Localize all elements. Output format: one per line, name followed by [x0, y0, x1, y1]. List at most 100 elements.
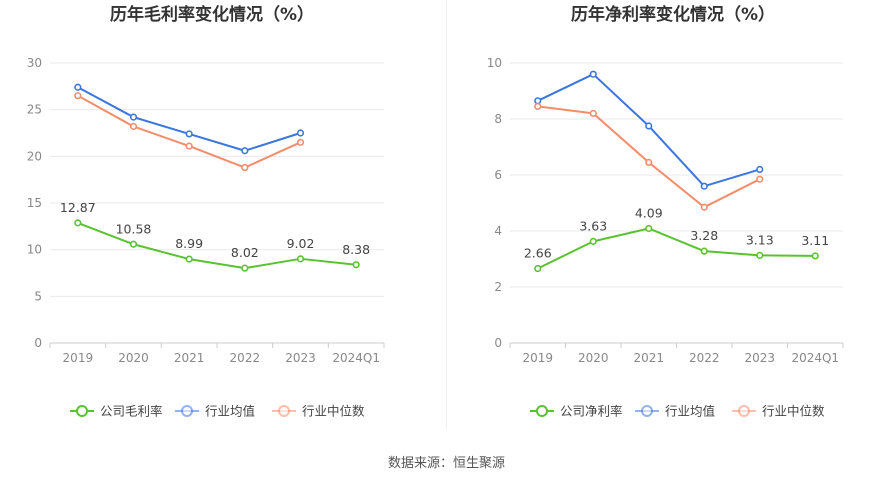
y-tick-label: 8 — [494, 112, 502, 126]
x-tick-label: 2023 — [744, 351, 775, 365]
x-tick-label: 2022 — [689, 351, 720, 365]
legend-item-avg[interactable]: 行业均值 — [635, 404, 715, 419]
data-point-avg[interactable] — [185, 130, 193, 138]
y-tick-label: 30 — [27, 56, 42, 70]
data-point-median[interactable] — [185, 142, 193, 150]
data-point-avg[interactable] — [700, 182, 708, 190]
data-point-avg[interactable] — [296, 129, 305, 137]
data-point-company[interactable] — [589, 237, 597, 245]
net-margin-chart-panel: 历年净利率变化情况（%） 0 2 4 6 8 10 2019 2020 2021 2022 2023 2… — [447, 0, 893, 440]
data-label: 4.09 — [635, 205, 663, 220]
data-source-caption: 数据来源：恒生聚源 — [387, 456, 505, 471]
data-point-avg[interactable] — [589, 70, 597, 78]
data-point-median[interactable] — [74, 92, 82, 100]
legend-item-avg[interactable]: 行业均值 — [175, 404, 255, 419]
y-tick-label: 0 — [34, 336, 42, 350]
data-point-avg[interactable] — [534, 97, 542, 105]
y-tick-label: 0 — [494, 336, 502, 350]
legend-item-median[interactable]: 行业中位数 — [732, 404, 825, 419]
data-point-company[interactable] — [74, 219, 82, 227]
data-point-company[interactable] — [756, 251, 764, 259]
y-tick-label: 2 — [494, 280, 502, 294]
data-label: 3.28 — [690, 228, 718, 243]
legend-marker-icon — [181, 405, 193, 417]
legend-label: 行业均值 — [205, 404, 255, 419]
y-tick-label: 5 — [34, 289, 42, 303]
data-point-avg[interactable] — [756, 165, 764, 173]
data-point-company[interactable] — [129, 240, 138, 248]
data-point-company[interactable] — [534, 264, 542, 273]
data-point-company[interactable] — [185, 255, 193, 263]
data-point-median[interactable] — [589, 109, 597, 117]
data-label: 3.13 — [746, 232, 774, 247]
data-label: 9.02 — [287, 236, 315, 251]
data-point-median[interactable] — [534, 102, 542, 110]
legend-label: 公司毛利率 — [100, 404, 163, 419]
gross-margin-chart-panel: 历年毛利率变化情况（%） 0 5 10 15 20 25 30 2019 2020 2021 2022… — [0, 0, 446, 440]
data-point-median[interactable] — [700, 203, 708, 211]
data-point-company[interactable] — [352, 261, 360, 269]
data-label: 3.63 — [579, 218, 607, 233]
x-tick-label: 2024Q1 — [332, 351, 380, 365]
net-margin-chart: 历年净利率变化情况（%） 0 2 4 6 8 10 2019 2020 2021 2022 2023 2… — [487, 4, 844, 419]
data-label: 12.87 — [60, 200, 96, 215]
series-line-avg — [77, 86, 301, 152]
x-tick-label: 2022 — [230, 351, 261, 365]
data-point-median[interactable] — [296, 138, 305, 146]
data-label: 2.66 — [524, 246, 552, 261]
y-tick-label: 15 — [27, 196, 42, 210]
x-tick-label: 2020 — [578, 351, 609, 365]
data-label: 8.38 — [342, 242, 370, 257]
data-point-median[interactable] — [756, 175, 764, 183]
y-tick-label: 6 — [494, 168, 502, 182]
data-point-avg[interactable] — [645, 122, 653, 130]
data-point-avg[interactable] — [74, 83, 82, 91]
series-line-company — [77, 221, 357, 270]
x-tick-label: 2020 — [118, 351, 149, 365]
data-point-company[interactable] — [811, 252, 819, 260]
x-tick-label: 2019 — [522, 351, 553, 365]
gross-margin-chart: 历年毛利率变化情况（%） 0 5 10 15 20 25 30 2019 2020 2021 2022… — [27, 4, 385, 419]
x-tick-label: 2019 — [63, 351, 94, 365]
legend-marker-icon — [278, 405, 290, 417]
data-point-company[interactable] — [700, 247, 708, 255]
data-label: 3.11 — [801, 233, 829, 248]
data-point-company[interactable] — [645, 224, 653, 233]
x-tick-label: 2024Q1 — [791, 351, 839, 365]
legend-marker-icon — [738, 405, 750, 417]
legend-marker-icon — [641, 405, 653, 417]
x-tick-label: 2023 — [285, 351, 316, 365]
y-tick-label: 25 — [27, 103, 42, 117]
data-point-median[interactable] — [645, 158, 653, 166]
y-tick-label: 10 — [487, 56, 502, 70]
data-point-median[interactable] — [241, 163, 249, 172]
legend-item-company[interactable]: 公司毛利率 — [70, 404, 163, 419]
series-line-company — [537, 227, 816, 270]
legend-marker-icon — [76, 405, 88, 417]
legend-label: 公司净利率 — [560, 404, 623, 419]
y-tick-label: 4 — [494, 224, 502, 238]
panel-divider — [446, 0, 447, 430]
x-tick-label: 2021 — [633, 351, 664, 365]
x-tick-label: 2021 — [174, 351, 205, 365]
y-tick-label: 10 — [27, 243, 42, 257]
data-point-avg[interactable] — [129, 113, 138, 121]
chart-title: 历年毛利率变化情况（%） — [110, 4, 314, 25]
data-label: 10.58 — [116, 221, 152, 236]
legend-label: 行业中位数 — [302, 404, 365, 419]
legend-item-company[interactable]: 公司净利率 — [530, 404, 623, 419]
data-label: 8.99 — [175, 236, 203, 251]
legend-marker-icon — [536, 405, 548, 417]
chart-title: 历年净利率变化情况（%） — [571, 4, 775, 25]
data-point-avg[interactable] — [241, 147, 249, 155]
data-label: 8.02 — [231, 245, 259, 260]
legend-label: 行业均值 — [665, 404, 715, 419]
y-tick-label: 20 — [27, 149, 42, 163]
data-point-median[interactable] — [129, 122, 138, 131]
legend-label: 行业中位数 — [762, 404, 825, 419]
data-point-company[interactable] — [241, 264, 249, 272]
legend-item-median[interactable]: 行业中位数 — [272, 404, 365, 419]
series-line-median — [537, 105, 761, 209]
data-point-company[interactable] — [296, 255, 305, 263]
series-line-avg — [537, 73, 761, 188]
